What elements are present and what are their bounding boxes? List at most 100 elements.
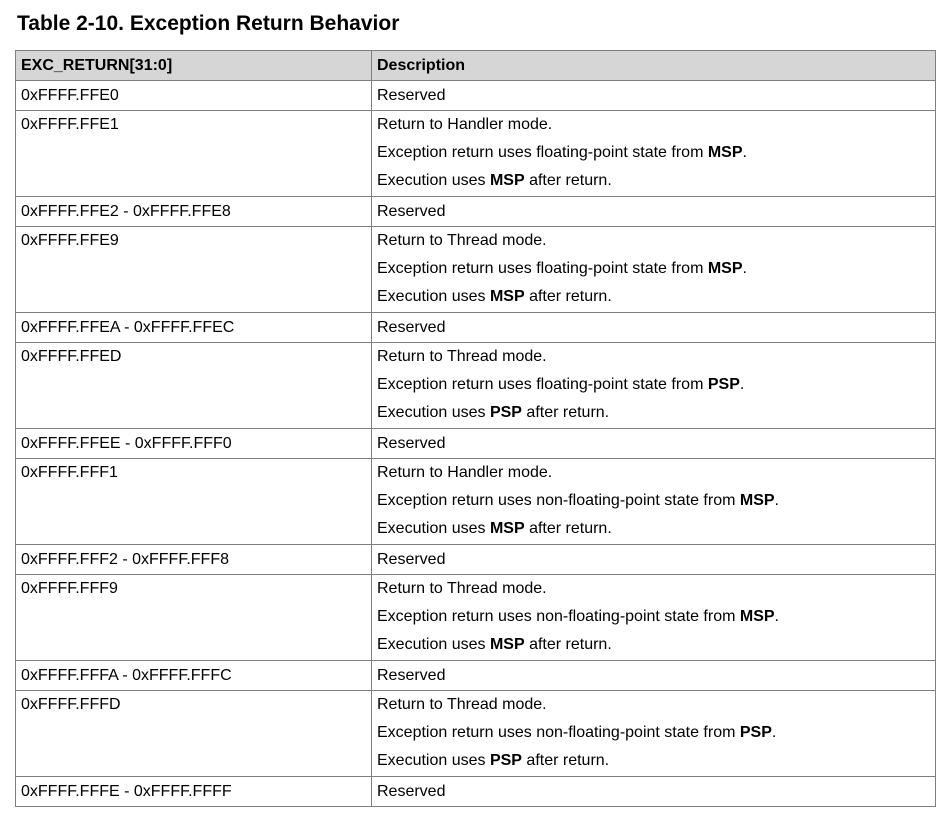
exc-return-value-text: 0xFFFF.FFF2 - 0xFFFF.FFF8 [21, 551, 229, 568]
description-line: Reserved [377, 430, 930, 458]
table-row: 0xFFFF.FFE9 Return to Thread mode. Excepti… [15, 226, 936, 313]
description-text: . [742, 144, 747, 161]
exc-return-value: 0xFFFF.FFF2 - 0xFFFF.FFF8 [15, 544, 372, 575]
description-line: Reserved [377, 662, 930, 690]
description-cell: Reserved [371, 544, 936, 575]
description-line: Return to Thread mode. [377, 692, 930, 720]
description-cell: Return to Handler mode. Exception return … [371, 458, 936, 545]
exc-return-value: 0xFFFF.FFEE - 0xFFFF.FFF0 [15, 428, 372, 459]
table-row: 0xFFFF.FFEA - 0xFFFF.FFEC Reserved [15, 312, 936, 343]
stack-pointer-name: MSP [707, 144, 743, 161]
description-text: after return. [521, 404, 610, 421]
exc-return-value: 0xFFFF.FFFE - 0xFFFF.FFFF [15, 776, 372, 807]
description-cell: Return to Thread mode. Exception return u… [371, 226, 936, 313]
description-cell: Reserved [371, 196, 936, 227]
description-text: Exception return uses floating-point sta… [377, 260, 708, 277]
description-text: Reserved [377, 319, 446, 336]
description-line: Execution uses PSP after return. [377, 747, 930, 775]
description-text: Exception return uses non-floating-point… [377, 724, 740, 741]
description-line: Exception return uses floating-point sta… [377, 255, 930, 283]
description-text: Return to Thread mode. [377, 348, 547, 365]
description-text: Execution uses [377, 520, 490, 537]
description-line: Reserved [377, 82, 930, 110]
description-text: after return. [524, 172, 612, 189]
table-body: 0xFFFF.FFE0 Reserved 0xFFFF.FFE1 Return to … [15, 80, 936, 807]
exc-return-value-text: 0xFFFF.FFF1 [21, 464, 118, 481]
description-text: Reserved [377, 203, 446, 220]
exc-return-value: 0xFFFF.FFF9 [15, 574, 372, 661]
exc-return-value-text: 0xFFFF.FFFA - 0xFFFF.FFFC [21, 667, 232, 684]
description-line: Exception return uses non-floating-point… [377, 487, 930, 515]
description-text: after return. [524, 636, 612, 653]
stack-pointer-name: MSP [707, 260, 743, 277]
exc-return-value-text: 0xFFFF.FFE9 [21, 232, 119, 249]
description-text: Execution uses [377, 404, 490, 421]
description-text: after return. [524, 520, 612, 537]
description-text: Exception return uses non-floating-point… [377, 608, 740, 625]
description-text: Exception return uses non-floating-point… [377, 492, 740, 509]
description-line: Exception return uses non-floating-point… [377, 603, 930, 631]
description-line: Return to Thread mode. [377, 344, 930, 372]
description-cell: Reserved [371, 80, 936, 111]
description-line: Execution uses MSP after return. [377, 283, 930, 311]
description-text: Reserved [377, 783, 446, 800]
description-text: Return to Handler mode. [377, 464, 553, 481]
description-text: Return to Thread mode. [377, 580, 547, 597]
description-text: . [774, 492, 779, 509]
description-text: after return. [524, 288, 612, 305]
table-row: 0xFFFF.FFF1 Return to Handler mode. Except… [15, 458, 936, 545]
table-title: Table 2-10. Exception Return Behavior [17, 12, 400, 35]
description-text: Return to Thread mode. [377, 696, 547, 713]
exc-return-value: 0xFFFF.FFE1 [15, 110, 372, 197]
stack-pointer-name: MSP [489, 288, 525, 305]
exc-return-value: 0xFFFF.FFFA - 0xFFFF.FFFC [15, 660, 372, 691]
exc-return-value-text: 0xFFFF.FFF9 [21, 580, 118, 597]
description-cell: Return to Handler mode. Exception return … [371, 110, 936, 197]
description-line: Execution uses PSP after return. [377, 399, 930, 427]
exc-return-value-text: 0xFFFF.FFE2 - 0xFFFF.FFE8 [21, 203, 231, 220]
stack-pointer-name: PSP [739, 724, 772, 741]
description-text: Return to Thread mode. [377, 232, 547, 249]
description-text: Execution uses [377, 636, 490, 653]
description-text: Reserved [377, 87, 446, 104]
exception-return-table: EXC_RETURN[31:0] Description 0xFFFF.FFE0… [15, 50, 936, 807]
exc-return-value: 0xFFFF.FFF1 [15, 458, 372, 545]
description-line: Exception return uses floating-point sta… [377, 139, 930, 167]
stack-pointer-name: PSP [489, 404, 522, 421]
description-text: Return to Handler mode. [377, 116, 553, 133]
description-text: Exception return uses floating-point sta… [377, 376, 708, 393]
exc-return-value: 0xFFFF.FFFD [15, 690, 372, 777]
table-row: 0xFFFF.FFE2 - 0xFFFF.FFE8 Reserved [15, 196, 936, 227]
description-text: . [742, 260, 747, 277]
description-line: Execution uses MSP after return. [377, 167, 930, 195]
description-text: after return. [521, 752, 610, 769]
stack-pointer-name: PSP [707, 376, 740, 393]
description-line: Return to Thread mode. [377, 228, 930, 256]
description-cell: Return to Thread mode. Exception return u… [371, 690, 936, 777]
description-line: Return to Handler mode. [377, 460, 930, 488]
header-exc-return: EXC_RETURN[31:0] [15, 50, 372, 81]
table-row: 0xFFFF.FFF9 Return to Thread mode. Excepti… [15, 574, 936, 661]
exc-return-value-text: 0xFFFF.FFFD [21, 696, 121, 713]
exc-return-value-text: 0xFFFF.FFEA - 0xFFFF.FFEC [21, 319, 235, 336]
stack-pointer-name: MSP [739, 608, 775, 625]
description-text: Execution uses [377, 172, 490, 189]
exc-return-value-text: 0xFFFF.FFE0 [21, 87, 119, 104]
description-line: Execution uses MSP after return. [377, 631, 930, 659]
table-row: 0xFFFF.FFFD Return to Thread mode. Excepti… [15, 690, 936, 777]
exc-return-value-text: 0xFFFF.FFFE - 0xFFFF.FFFF [21, 783, 232, 800]
table-row: 0xFFFF.FFEE - 0xFFFF.FFF0 Reserved [15, 428, 936, 459]
description-text: . [739, 376, 745, 393]
exc-return-value: 0xFFFF.FFE0 [15, 80, 372, 111]
exc-return-value-text: 0xFFFF.FFED [21, 348, 122, 365]
stack-pointer-name: MSP [489, 520, 525, 537]
description-line: Execution uses MSP after return. [377, 515, 930, 543]
description-text: Exception return uses floating-point sta… [377, 144, 708, 161]
description-line: Reserved [377, 198, 930, 226]
table-row: 0xFFFF.FFF2 - 0xFFFF.FFF8 Reserved [15, 544, 936, 575]
table-row: 0xFFFF.FFE0 Reserved [15, 80, 936, 111]
description-line: Reserved [377, 314, 930, 342]
description-line: Return to Handler mode. [377, 112, 930, 140]
table-row: 0xFFFF.FFE1 Return to Handler mode. Except… [15, 110, 936, 197]
exc-return-value-text: 0xFFFF.FFE1 [21, 116, 119, 133]
